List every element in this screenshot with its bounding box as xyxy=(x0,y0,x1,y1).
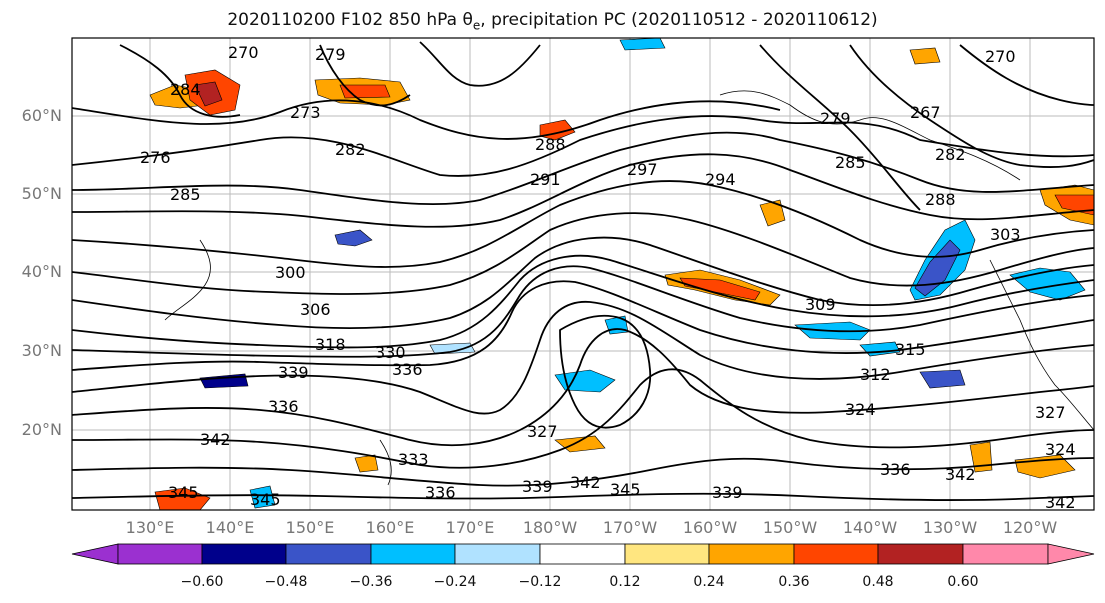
lon-label: 150°W xyxy=(762,518,818,537)
contour-label: 336 xyxy=(425,483,456,502)
colorbar-tick-label: −0.48 xyxy=(264,574,308,590)
contour-label: 285 xyxy=(835,153,866,172)
colorbar-tick-label: −0.36 xyxy=(349,574,393,590)
contour-label: 303 xyxy=(990,225,1021,244)
contour-label: 284 xyxy=(170,80,201,99)
contour-labels: 270 279 270 284 273 267 276 282 282 279 … xyxy=(140,43,1076,512)
colorbar-tick-label: 0.60 xyxy=(947,574,979,590)
contour-label: 288 xyxy=(925,190,956,209)
contour-label: 342 xyxy=(1045,493,1076,512)
map-title: 2020110200 F102 850 hPa θe, precipitatio… xyxy=(227,10,878,33)
contour-label: 345 xyxy=(168,483,199,502)
contour-label: 327 xyxy=(1035,403,1066,422)
lon-label: 130°E xyxy=(125,518,175,537)
colorbar-segment xyxy=(539,543,626,565)
colorbar-segment xyxy=(793,543,879,565)
contour-label: 285 xyxy=(170,185,201,204)
contour-label: 270 xyxy=(228,43,259,62)
contour-label: 267 xyxy=(910,103,941,122)
lon-label: 170°E xyxy=(445,518,495,537)
colorbar-extend-high xyxy=(1047,543,1095,565)
colorbar-segment xyxy=(877,543,964,565)
colorbar-segment xyxy=(285,543,372,565)
colorbar xyxy=(71,543,1095,565)
contour-label: 342 xyxy=(200,430,231,449)
theta-e-contours xyxy=(72,41,1094,502)
contour-label: 315 xyxy=(895,340,926,359)
contour-label: 333 xyxy=(398,450,429,469)
colorbar-tick-label: 0.12 xyxy=(609,574,641,590)
contour-label: 270 xyxy=(985,47,1016,66)
colorbar-segment xyxy=(370,543,456,565)
contour-label: 339 xyxy=(712,483,743,502)
colorbar-segment xyxy=(201,543,287,565)
contour-label: 336 xyxy=(268,397,299,416)
colorbar-tick-label: −0.12 xyxy=(518,574,562,590)
contour-label: 330 xyxy=(375,343,406,362)
colorbar-tick-label: −0.60 xyxy=(180,574,224,590)
contour-label: 336 xyxy=(392,360,423,379)
colorbar-segment xyxy=(454,543,541,565)
colorbar-segment xyxy=(117,543,203,565)
contour-label: 345 xyxy=(250,490,281,509)
lat-label: 50°N xyxy=(21,184,62,203)
lon-label: 180°W xyxy=(522,518,578,537)
colorbar-segment xyxy=(708,543,795,565)
contour-label: 288 xyxy=(535,135,566,154)
lon-label: 120°W xyxy=(1002,518,1058,537)
contour-label: 342 xyxy=(945,465,976,484)
contour-label: 282 xyxy=(335,140,366,159)
contour-label: 306 xyxy=(300,300,331,319)
contour-label: 282 xyxy=(935,145,966,164)
colorbar-tick-label: 0.24 xyxy=(693,574,725,590)
contour-label: 309 xyxy=(805,295,836,314)
colorbar-tick-label: 0.48 xyxy=(862,574,894,590)
colorbar-extend-low xyxy=(71,543,119,565)
contour-label: 342 xyxy=(570,473,601,492)
contour-label: 324 xyxy=(1045,440,1076,459)
colorbar-tick-label: −0.24 xyxy=(433,574,477,590)
contour-label: 327 xyxy=(527,422,558,441)
coastlines xyxy=(164,90,1094,486)
contour-label: 312 xyxy=(860,365,891,384)
contour-label: 279 xyxy=(820,109,851,128)
lon-label: 160°E xyxy=(365,518,415,537)
contour-label: 345 xyxy=(610,480,641,499)
contour-label: 318 xyxy=(315,335,346,354)
contour-label: 273 xyxy=(290,103,321,122)
contour-label: 324 xyxy=(845,400,876,419)
colorbar-segment xyxy=(962,543,1049,565)
lon-label: 170°W xyxy=(602,518,658,537)
lon-label: 140°W xyxy=(842,518,898,537)
contour-label: 294 xyxy=(705,170,736,189)
contour-label: 291 xyxy=(530,170,561,189)
map-frame xyxy=(71,37,1095,511)
lat-label: 60°N xyxy=(21,106,62,125)
lat-label: 30°N xyxy=(21,341,62,360)
contour-label: 339 xyxy=(278,363,309,382)
contour-label: 339 xyxy=(522,477,553,496)
colorbar-tick-label: 0.36 xyxy=(778,574,810,590)
lon-label: 140°E xyxy=(205,518,255,537)
contour-label: 297 xyxy=(627,160,658,179)
lon-label: 160°W xyxy=(682,518,738,537)
lon-label: 150°E xyxy=(285,518,335,537)
contour-label: 300 xyxy=(275,263,306,282)
colorbar-segment xyxy=(624,543,710,565)
contour-label: 336 xyxy=(880,460,911,479)
lon-label: 130°W xyxy=(922,518,978,537)
lat-label: 40°N xyxy=(21,262,62,281)
contour-label: 276 xyxy=(140,148,171,167)
precipitation-patches xyxy=(149,38,1094,510)
contour-label: 279 xyxy=(315,45,346,64)
lat-label: 20°N xyxy=(21,420,62,439)
